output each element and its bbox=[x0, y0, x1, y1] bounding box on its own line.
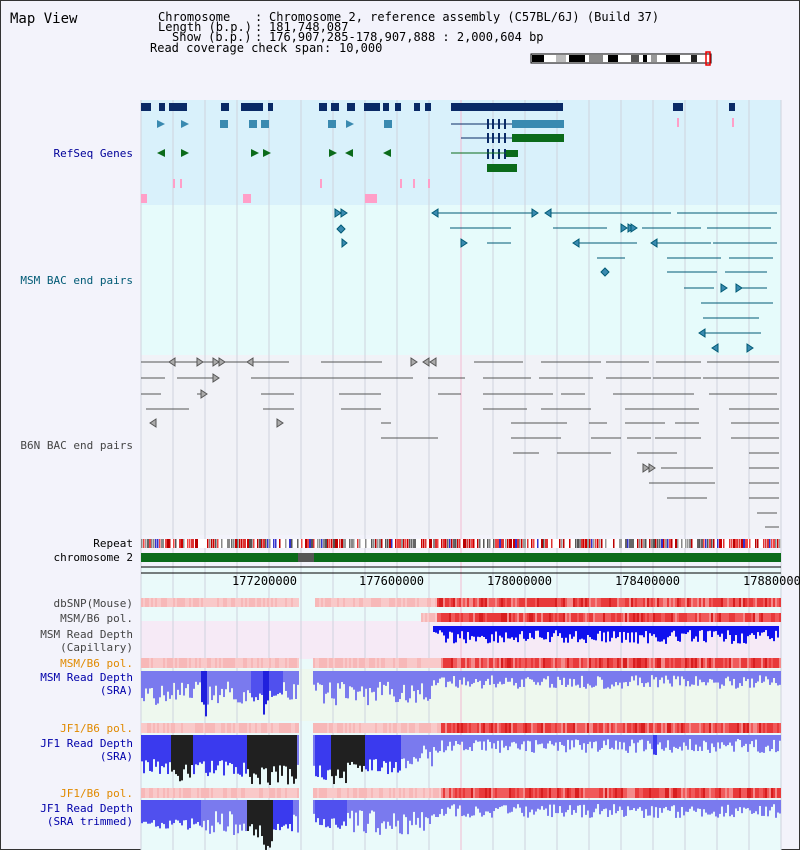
axis-tick-label: 177200000 bbox=[232, 574, 298, 588]
track-label-msm-b6-pol-2[interactable]: MSM/B6 pol. bbox=[60, 657, 133, 670]
length-label: Length (b.p.) bbox=[158, 20, 252, 34]
axis-tick-label: 178400000 bbox=[615, 574, 681, 588]
track-label-jf1-b6-pol[interactable]: JF1/B6 pol. bbox=[60, 722, 133, 735]
track-label-sra-trimmed: (SRA trimmed) bbox=[46, 815, 133, 828]
track-label-capillary: (Capillary) bbox=[60, 641, 133, 654]
track-label-msm-bac[interactable]: MSM BAC end pairs bbox=[20, 274, 133, 287]
track-label-msm-read-depth-sra[interactable]: MSM Read Depth bbox=[40, 671, 133, 684]
track-label-sra-2: (SRA) bbox=[99, 750, 133, 763]
chromosome-ideogram[interactable] bbox=[530, 51, 712, 66]
axis-tick-label: 178000000 bbox=[487, 574, 553, 588]
track-label-b6n-bac[interactable]: B6N BAC end pairs bbox=[20, 439, 133, 452]
track-label-msm-read-depth-cap[interactable]: MSM Read Depth bbox=[40, 628, 133, 641]
show-label: Show (b.p.) bbox=[172, 30, 252, 44]
length-value: 181,748,087 bbox=[269, 20, 349, 34]
page-title: Map View bbox=[10, 11, 78, 27]
coverage-label: Read coverage check span bbox=[150, 41, 324, 55]
coordinate-axis bbox=[141, 566, 781, 574]
b6n-bac-end-pairs[interactable] bbox=[141, 357, 779, 528]
chromosome-label: Chromosome bbox=[158, 10, 231, 24]
repeat-track[interactable] bbox=[141, 539, 781, 548]
chromosome-value: Chromosome 2, reference assembly (C57BL/… bbox=[269, 10, 660, 24]
chromosome-bar[interactable] bbox=[141, 553, 781, 562]
track-label-sra-1: (SRA) bbox=[99, 684, 133, 697]
track-label-msm-b6-pol[interactable]: MSM/B6 pol. bbox=[60, 612, 133, 625]
data-tracks[interactable] bbox=[141, 598, 781, 850]
axis-tick-label: 178800000 bbox=[743, 574, 800, 588]
track-label-refseq[interactable]: RefSeq Genes bbox=[53, 147, 133, 160]
track-label-jf1-read-depth[interactable]: JF1 Read Depth bbox=[40, 737, 133, 750]
track-label-repeat[interactable]: Repeat bbox=[93, 537, 133, 550]
show-value: 176,907,285-178,907,888 : 2,000,604 bp bbox=[269, 30, 544, 44]
refseq-genes[interactable] bbox=[141, 103, 735, 203]
track-label-jf1-b6-pol-2[interactable]: JF1/B6 pol. bbox=[60, 787, 133, 800]
track-label-jf1-read-depth-trimmed[interactable]: JF1 Read Depth bbox=[40, 802, 133, 815]
track-label-dbsnp[interactable]: dbSNP(Mouse) bbox=[53, 597, 133, 610]
msm-bac-end-pairs[interactable] bbox=[334, 208, 777, 353]
track-label-chromosome[interactable]: chromosome 2 bbox=[53, 551, 133, 564]
axis-tick-label: 177600000 bbox=[359, 574, 425, 588]
coverage-value: 10,000 bbox=[339, 41, 383, 55]
